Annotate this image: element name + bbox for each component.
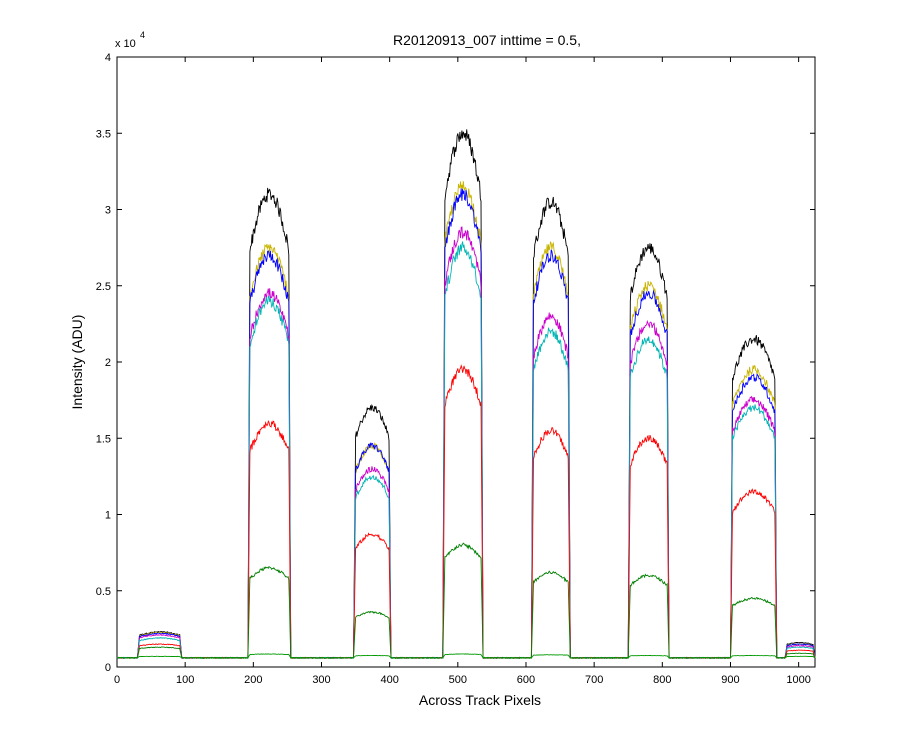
series-group xyxy=(116,129,816,660)
y-tick-label: 1.5 xyxy=(96,433,111,445)
y-tick-label: 0 xyxy=(105,662,111,674)
y-tick-label: 2.5 xyxy=(96,281,111,293)
y-tick-label: 0.5 xyxy=(96,586,111,598)
x-tick-label: 200 xyxy=(244,674,262,686)
x-tick-label: 1000 xyxy=(786,674,810,686)
y-tick-label: 3.5 xyxy=(96,128,111,140)
x-tick-label: 900 xyxy=(721,674,739,686)
y-tick-label: 1 xyxy=(105,510,111,522)
series-line-7 xyxy=(116,653,816,659)
chart-title: R20120913_007 inttime = 0.5, xyxy=(393,32,581,48)
x-tick-label: 600 xyxy=(517,674,535,686)
y-tick-label: 4 xyxy=(105,52,111,64)
y-tick-label: 2 xyxy=(105,357,111,369)
y-exponent-power: 4 xyxy=(140,30,145,40)
x-tick-label: 0 xyxy=(114,674,120,686)
x-tick-label: 300 xyxy=(312,674,330,686)
ticks-group: 0 100 200 300 400 500 600 700 800 900 1000 0 0.5 1 1.5… xyxy=(96,52,815,686)
plot-area: 0 100 200 300 400 500 600 700 800 900 1000 0 0.5 1 1.5… xyxy=(96,52,816,686)
x-axis-label: Across Track Pixels xyxy=(419,692,541,708)
y-exponent-label: x 10 xyxy=(115,38,136,50)
x-tick-label: 800 xyxy=(653,674,671,686)
x-tick-label: 700 xyxy=(585,674,603,686)
y-tick-label: 3 xyxy=(105,205,111,217)
y-axis-label: Intensity (ADU) xyxy=(69,315,85,410)
x-tick-label: 100 xyxy=(176,674,194,686)
axes-box xyxy=(116,56,816,668)
x-tick-label: 500 xyxy=(449,674,467,686)
x-tick-label: 400 xyxy=(380,674,398,686)
